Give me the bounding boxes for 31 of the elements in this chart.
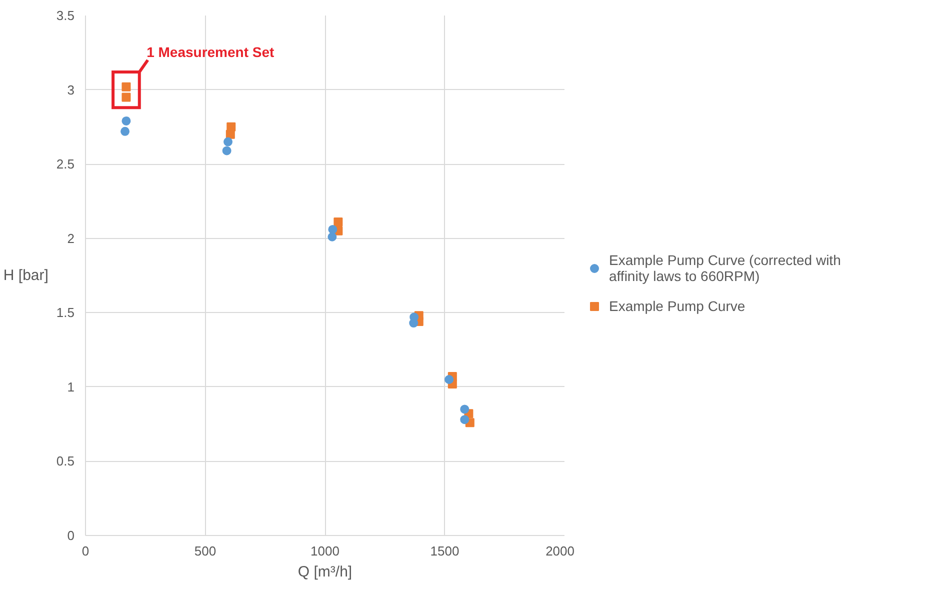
x-tick-label: 1500 — [430, 544, 460, 558]
legend-label: Example Pump Curve (corrected with affinity laws to 660RPM) — [609, 252, 841, 284]
y-tick-label: 0 — [67, 528, 75, 543]
y-tick-label: 3.5 — [56, 8, 75, 23]
legend-label: Example Pump Curve — [609, 298, 746, 314]
x-tick-label: 0 — [82, 544, 90, 558]
y-tick-label: 3 — [67, 82, 75, 98]
x-axis-title: Q [m³/h] — [298, 564, 352, 580]
point — [120, 126, 130, 136]
point — [122, 92, 131, 102]
point — [334, 218, 343, 227]
point — [328, 232, 337, 242]
point — [460, 415, 470, 424]
y-tick-label: 0.5 — [56, 454, 75, 469]
annotation: 1 Measurement Set — [146, 44, 275, 60]
y-tick-label: 1 — [67, 379, 75, 394]
point — [122, 116, 131, 126]
point — [222, 146, 232, 156]
x-tick-label: 1000 — [310, 544, 340, 558]
x-tick-label: 2000 — [546, 544, 574, 558]
point — [328, 224, 338, 234]
y-tick-label: 1.5 — [56, 305, 75, 320]
point — [226, 122, 236, 132]
point — [224, 137, 233, 146]
point — [122, 82, 131, 92]
y-axis-title: H [bar] — [3, 267, 48, 284]
y-tick-label: 2 — [67, 230, 75, 246]
y-tick-label: 2.5 — [56, 156, 75, 172]
point — [444, 375, 454, 384]
x-tick-label: 500 — [194, 544, 216, 558]
point — [460, 404, 470, 414]
